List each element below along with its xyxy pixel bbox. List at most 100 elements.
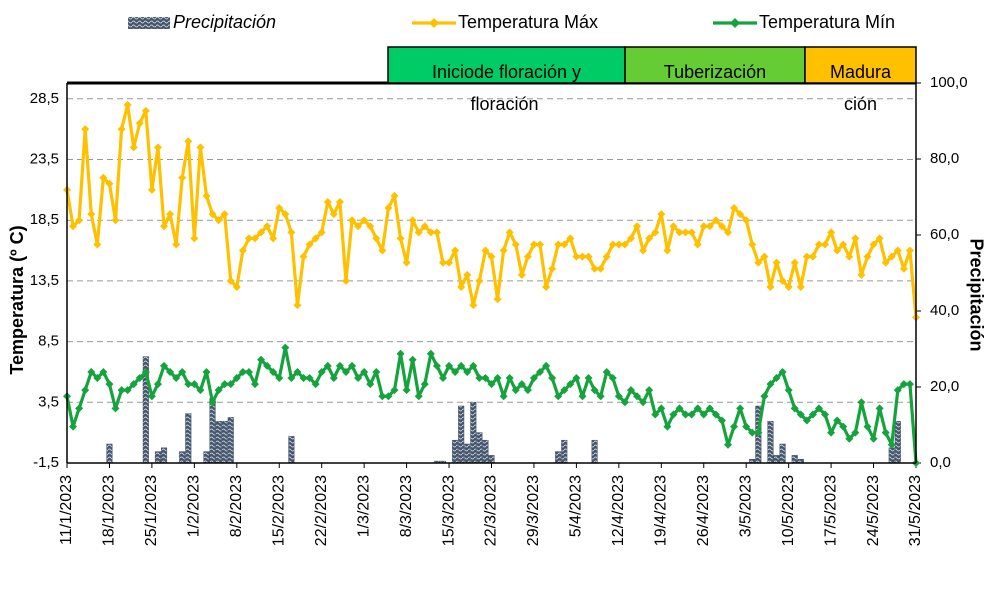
precip-bar [482,439,489,464]
line-marker [899,380,908,389]
line-marker [147,185,156,194]
line-marker [754,428,763,437]
line-marker [602,367,611,376]
line-marker [778,367,787,376]
line-marker [208,210,217,219]
line-marker [505,374,514,383]
line-marker [335,197,344,206]
precip-bar [591,439,598,464]
y2-tick-label: 0,0 [930,454,951,471]
line-marker [275,374,284,383]
line-marker [845,252,854,261]
line-marker [384,204,393,213]
line-marker [111,404,120,413]
line-marker [348,361,357,370]
line [65,346,918,464]
line-marker [348,216,357,225]
line-marker [827,428,836,437]
precip-bar [464,443,471,464]
phase-box [624,46,806,84]
precip-bar [452,439,459,464]
line-marker [566,380,575,389]
line-marker [808,252,817,261]
line-marker [626,386,635,395]
line-marker [839,422,848,431]
x-tick-label: 8/3/2023 [398,475,415,537]
line-marker [269,367,278,376]
line-marker [469,301,478,310]
line-marker [548,374,557,383]
line-marker [560,386,569,395]
line-marker [160,361,169,370]
line-marker [821,410,830,419]
x-tick-label: 15/2/2023 [270,475,287,546]
precip-bar [160,447,168,464]
line-marker [784,386,793,395]
line-marker [584,374,593,383]
x-tick-label: 22/2/2023 [313,475,330,546]
precip-bar [227,417,234,464]
line-marker [760,392,769,401]
line-marker [596,392,605,401]
line-marker [432,361,441,370]
line-marker [451,367,460,376]
line-marker [263,222,272,231]
line-marker [905,380,914,389]
line-marker [335,361,344,370]
line-marker [281,343,290,352]
y-tick-label: 23,5 [30,150,59,167]
line-marker [651,410,660,419]
line-marker [863,422,872,431]
line-marker [396,234,405,243]
line-marker [463,367,472,376]
line-marker [196,143,205,152]
line-marker [523,252,532,261]
line-marker [75,216,84,225]
phase-label: Madura [830,62,892,82]
line-marker [602,252,611,261]
y2-axis-title: Precipitación [966,238,986,351]
y-tick-label: 3,5 [38,393,59,410]
line-marker [742,216,751,225]
line-marker [135,119,144,128]
line-marker [475,374,484,383]
line-marker [687,410,696,419]
line-marker [542,361,551,370]
x-tick-label: 1/2/2023 [186,475,203,537]
line-marker [881,258,890,267]
line-marker [366,380,375,389]
line-marker [220,210,229,219]
line-marker [457,361,466,370]
line-marker [226,380,235,389]
line-marker [736,210,745,219]
precip-bar [154,451,162,464]
x-tick-label: 12/4/2023 [610,475,627,546]
line-marker [529,240,538,249]
line-marker [663,422,672,431]
line-marker [402,386,411,395]
x-tick-label: 18/1/2023 [101,475,118,546]
line-marker [293,367,302,376]
x-tick-label: 31/5/2023 [907,475,924,546]
line-marker [560,240,569,249]
line-marker [536,367,545,376]
line-marker [160,222,169,231]
line-marker [814,404,823,413]
y-tick-label: 18,5 [30,211,59,228]
line-marker [681,410,690,419]
line-marker [287,228,296,237]
x-tick-label: 24/5/2023 [865,475,882,546]
precip-bar [773,455,780,464]
line-marker [511,386,520,395]
line-marker [639,398,648,407]
x-tick-label: 5/4/2023 [568,475,585,537]
line-marker [875,404,884,413]
precip-bar [203,451,210,464]
line-marker [299,374,308,383]
line-marker [827,228,836,237]
line-marker [608,240,617,249]
line-marker [493,374,502,383]
line-marker [857,398,866,407]
line-marker [645,386,654,395]
line-marker [420,380,429,389]
